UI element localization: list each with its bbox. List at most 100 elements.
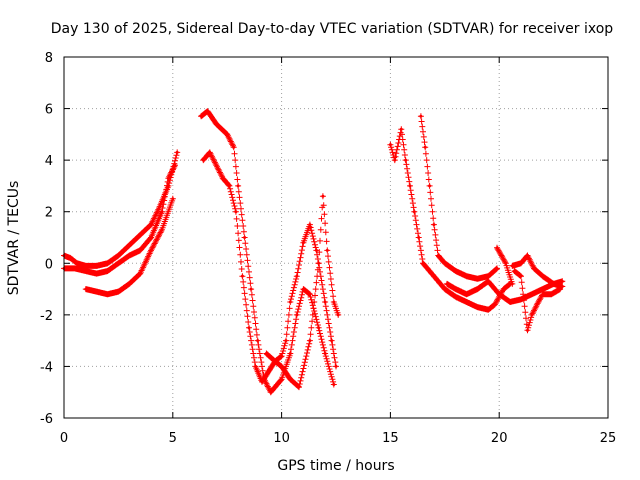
data-point <box>175 150 179 154</box>
data-point <box>475 305 479 309</box>
series-track-8 <box>417 113 516 287</box>
data-point <box>236 184 240 188</box>
data-point <box>486 279 490 283</box>
data-point <box>273 359 277 363</box>
y-tick-label: 4 <box>45 154 53 169</box>
data-point <box>502 287 506 291</box>
data-point <box>323 352 327 356</box>
data-point <box>95 272 99 276</box>
data-point <box>436 254 440 258</box>
data-point <box>325 248 329 252</box>
data-point <box>508 300 512 304</box>
data-point <box>240 274 244 278</box>
data-point <box>475 287 479 291</box>
data-point <box>321 194 325 198</box>
data-point <box>280 377 284 381</box>
x-axis-label: GPS time / hours <box>277 458 394 474</box>
series-track-6 <box>263 193 342 391</box>
x-tick-label: 15 <box>382 431 399 446</box>
data-point <box>225 132 229 136</box>
series-track-4 <box>198 108 337 396</box>
data-point <box>486 274 490 278</box>
data-point <box>138 248 142 252</box>
data-point <box>149 248 153 252</box>
y-tick-label: -2 <box>40 309 53 324</box>
data-point <box>332 300 336 304</box>
data-point <box>214 122 218 126</box>
data-point <box>558 287 562 291</box>
chart-title: Day 130 of 2025, Sidereal Day-to-day VTE… <box>51 21 614 37</box>
y-tick-label: 2 <box>45 206 53 221</box>
data-point <box>454 295 458 299</box>
x-tick-label: 5 <box>169 431 177 446</box>
data-point <box>138 233 142 237</box>
data-point <box>301 241 305 245</box>
data-point <box>323 300 327 304</box>
data-point <box>288 300 292 304</box>
y-tick-label: -4 <box>40 360 53 375</box>
data-point <box>465 292 469 296</box>
y-axis-label: SDTVAR / TECUs <box>6 181 22 296</box>
data-point <box>84 287 88 291</box>
data-point <box>206 109 210 113</box>
data-point <box>432 223 436 227</box>
data-point <box>260 380 264 384</box>
data-point <box>234 210 238 214</box>
data-point <box>288 377 292 381</box>
data-point <box>227 184 231 188</box>
data-point <box>560 279 564 283</box>
data-point <box>417 236 421 239</box>
y-tick-label: 8 <box>45 51 53 66</box>
data-point <box>388 143 392 147</box>
data-point <box>199 114 203 118</box>
y-tick-label: 0 <box>45 257 53 272</box>
data-point <box>95 290 99 294</box>
data-point <box>308 223 312 227</box>
data-point <box>536 300 540 304</box>
data-point <box>149 236 153 239</box>
data-point <box>314 248 318 252</box>
data-point <box>530 292 534 296</box>
data-point <box>423 145 427 149</box>
data-point <box>432 274 436 278</box>
data-point <box>541 287 545 291</box>
data-point <box>317 261 321 265</box>
data-point <box>404 158 408 162</box>
series-track-10 <box>511 268 564 334</box>
x-tick-label: 20 <box>491 431 508 446</box>
data-point <box>208 150 212 154</box>
data-point <box>116 290 120 294</box>
data-point <box>127 243 131 247</box>
data-point <box>530 313 534 317</box>
data-point <box>552 282 556 286</box>
data-point <box>166 176 170 180</box>
x-tick-label: 0 <box>60 431 68 446</box>
x-tick-label: 10 <box>273 431 290 446</box>
data-point <box>525 254 529 258</box>
data-point <box>336 313 340 317</box>
data-point <box>412 210 416 214</box>
data-point <box>280 364 284 368</box>
data-point <box>160 228 164 232</box>
series-track-7 <box>387 126 514 313</box>
tick-labels: 0 5 10 15 20 25 -6 -4 -2 0 2 4 6 8 <box>40 51 616 446</box>
data-point <box>214 163 218 167</box>
data-point <box>330 339 334 343</box>
series-track-11 <box>509 252 566 287</box>
data-point <box>160 210 164 214</box>
data-point <box>127 282 131 286</box>
data-point <box>454 287 458 291</box>
data-point <box>269 390 273 394</box>
data-point <box>295 313 299 317</box>
data-point <box>454 269 458 273</box>
data-point <box>232 145 236 149</box>
data-point <box>519 274 523 278</box>
data-point <box>95 264 99 268</box>
data-point <box>532 266 536 270</box>
data-point <box>267 370 271 374</box>
data-point <box>243 236 247 239</box>
data-point <box>116 254 120 258</box>
data-point <box>288 352 292 356</box>
data-point <box>497 292 501 296</box>
